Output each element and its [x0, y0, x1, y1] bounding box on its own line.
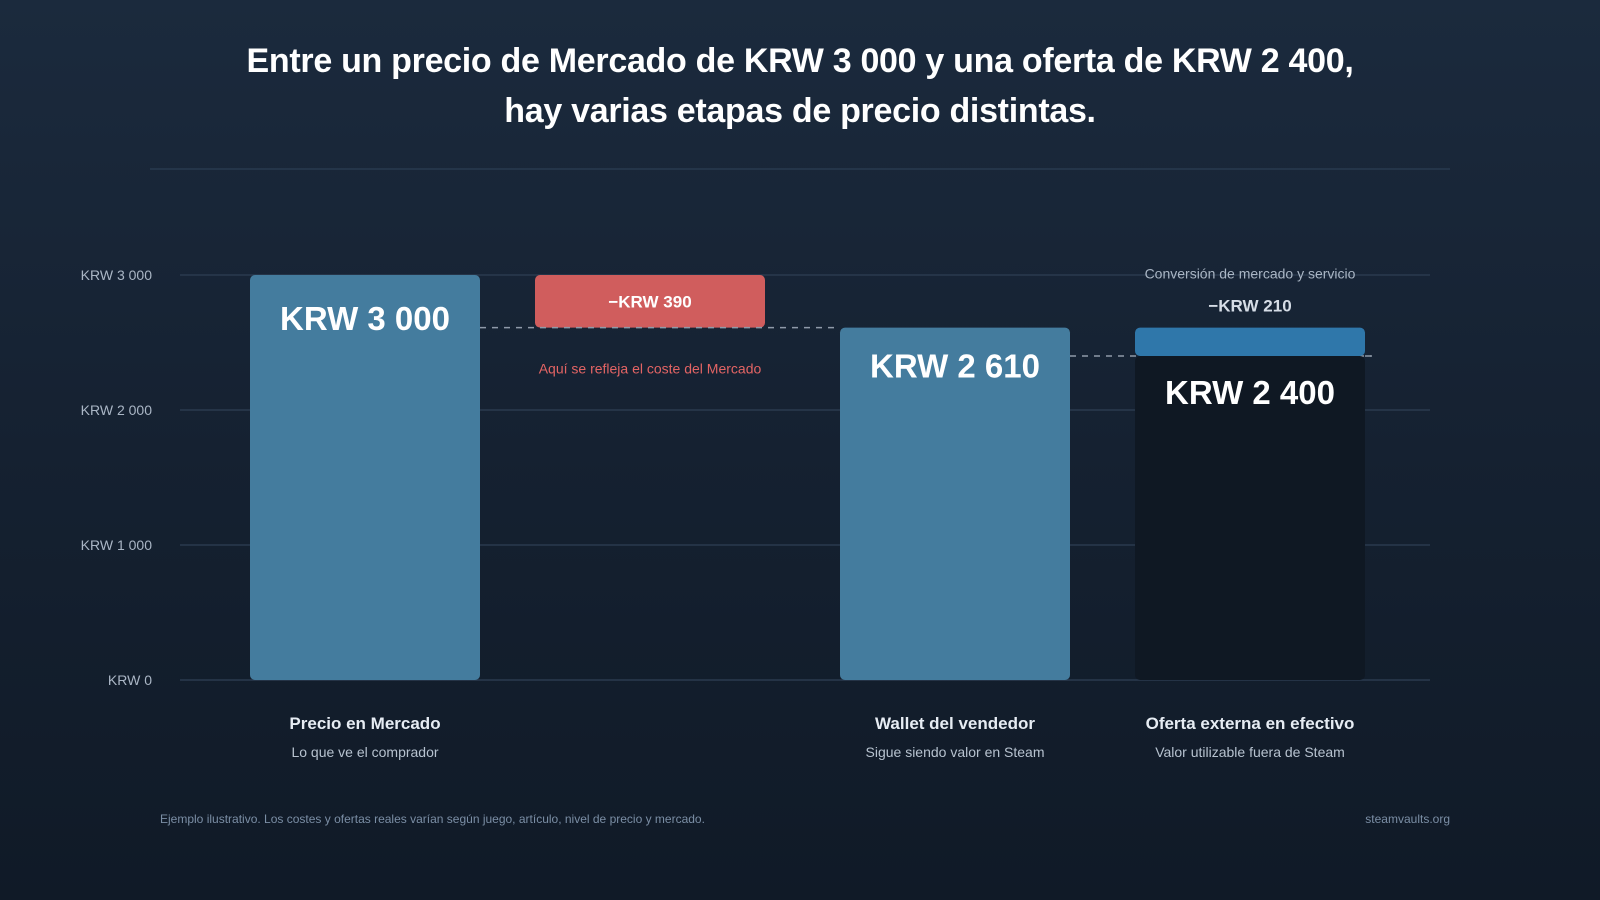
deduction-caption: Conversión de mercado y servicio: [1145, 266, 1356, 282]
bar-conversion-servicio: [1135, 327, 1365, 356]
bar-wallet-vendedor: [840, 327, 1070, 680]
deduction-value-label: −KRW 210: [1208, 297, 1291, 316]
chart-title: Entre un precio de Mercado de KRW 3 000 …: [0, 36, 1600, 136]
bar-precio-mercado: [250, 275, 480, 680]
annotation-coste: Aquí se refleja el coste del Mercado: [539, 361, 762, 377]
y-tick-label: KRW 0: [108, 672, 152, 688]
category-sublabel: Sigue siendo valor en Steam: [866, 744, 1045, 760]
category-sublabel: Lo que ve el comprador: [291, 744, 438, 760]
site-credit: steamvaults.org: [1365, 812, 1450, 826]
title-line-2: hay varias etapas de precio distintas.: [504, 92, 1096, 130]
bar-value-label: KRW 2 610: [870, 348, 1040, 385]
title-divider: [150, 168, 1450, 170]
bar-value-label: −KRW 390: [608, 292, 691, 311]
bar-value-label: KRW 2 400: [1165, 374, 1335, 411]
bar-oferta-externa: [1135, 356, 1365, 680]
bar-value-label: KRW 3 000: [280, 300, 450, 337]
category-label: Oferta externa en efectivo: [1146, 714, 1355, 733]
footnote: Ejemplo ilustrativo. Los costes y oferta…: [160, 812, 705, 826]
bar-coste-mercado: [535, 275, 765, 328]
y-tick-label: KRW 1 000: [81, 537, 153, 553]
y-tick-label: KRW 2 000: [81, 402, 153, 418]
category-sublabel: Valor utilizable fuera de Steam: [1155, 744, 1345, 760]
category-label: Wallet del vendedor: [875, 714, 1035, 733]
category-label: Precio en Mercado: [289, 714, 440, 733]
y-tick-label: KRW 3 000: [81, 267, 153, 283]
title-line-1: Entre un precio de Mercado de KRW 3 000 …: [246, 42, 1354, 80]
